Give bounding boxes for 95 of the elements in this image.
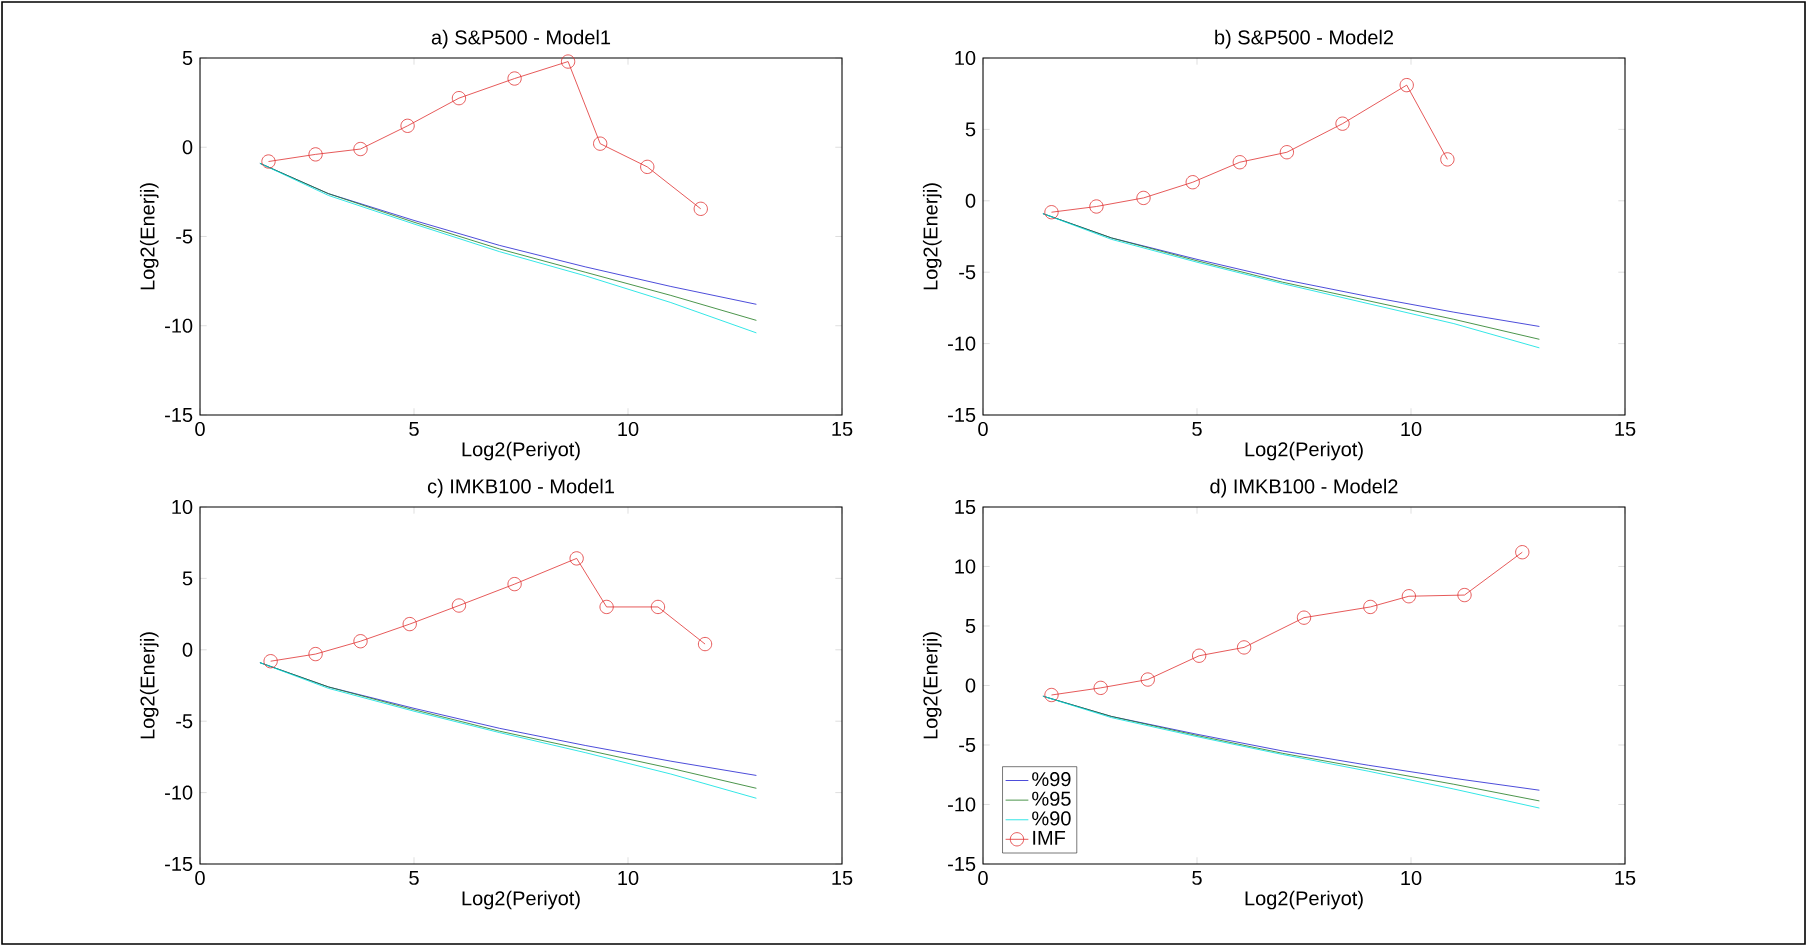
- chart-title: b) S&P500 - Model2: [1215, 29, 1394, 49]
- point: [1044, 205, 1059, 220]
- y-tick-label: -10: [948, 797, 976, 812]
- point: [353, 634, 368, 649]
- x-tick-label: 5: [409, 421, 419, 436]
- point: [650, 599, 666, 615]
- y-tick-label: 0: [182, 140, 193, 155]
- x-tick-label: 0: [195, 870, 205, 886]
- point: [1136, 190, 1151, 205]
- point: [569, 551, 584, 566]
- y-tick-label: -5: [176, 714, 193, 729]
- point: [353, 141, 368, 157]
- y-tick-label: 5: [182, 571, 193, 586]
- y-tick-label: -15: [948, 408, 976, 422]
- y-tick-label: 15: [955, 500, 976, 514]
- chart-title: c) IMKB100 - Model1: [427, 478, 614, 498]
- point: [507, 71, 522, 86]
- point: [1279, 145, 1294, 160]
- point: [1192, 648, 1207, 663]
- y-tick-label: -10: [165, 785, 193, 800]
- chart-title: d) IMKB100 - Model2: [1210, 478, 1398, 498]
- x-axis-title: Log2(Periyot): [1245, 890, 1363, 910]
- y-tick-label: -5: [959, 265, 976, 280]
- y-tick-label: 0: [965, 678, 976, 693]
- point: [1515, 545, 1530, 560]
- point: [1093, 680, 1108, 695]
- point: [1296, 610, 1312, 625]
- x-tick-label: 5: [1192, 421, 1202, 436]
- legend-label: IMF: [1033, 830, 1066, 845]
- x-tick-label: 15: [1615, 870, 1636, 885]
- x-tick-label: 10: [618, 421, 639, 437]
- y-tick-label: -5: [176, 229, 193, 244]
- point: [1457, 587, 1472, 603]
- point: [593, 136, 608, 151]
- point: [402, 617, 417, 632]
- legend-label: %99: [1032, 772, 1071, 787]
- x-axis-title: Log2(Periyot): [462, 890, 580, 910]
- point: [599, 599, 614, 615]
- point: [640, 159, 655, 174]
- point: [1440, 152, 1455, 167]
- x-tick-label: 5: [409, 870, 419, 885]
- x-axis-title: Log2(Periyot): [462, 441, 580, 461]
- legend-label: %95: [1032, 791, 1071, 806]
- point: [561, 54, 576, 69]
- x-tick-label: 0: [195, 421, 205, 437]
- point: [400, 118, 415, 133]
- x-tick-label: 0: [978, 870, 988, 886]
- chart-title: a) S&P500 - Model1: [431, 29, 611, 49]
- y-tick-label: -15: [948, 857, 976, 871]
- y-tick-label: 10: [955, 50, 976, 66]
- y-tick-label: -10: [948, 336, 976, 351]
- point: [697, 637, 713, 652]
- point: [507, 577, 522, 592]
- y-axis-title: Log2(Enerji): [922, 632, 942, 739]
- x-tick-label: 10: [1401, 421, 1422, 437]
- y-tick-label: -15: [165, 408, 193, 422]
- point: [1363, 599, 1378, 615]
- y-tick-label: -15: [165, 857, 193, 871]
- point: [308, 147, 323, 162]
- y-axis-title: Log2(Enerji): [139, 632, 159, 739]
- y-tick-label: 5: [965, 619, 976, 633]
- point: [308, 647, 323, 662]
- point: [1232, 155, 1247, 170]
- point: [1399, 78, 1414, 93]
- y-tick-label: 0: [182, 642, 193, 657]
- point: [693, 201, 708, 216]
- point: [263, 654, 278, 669]
- point: [1237, 640, 1252, 655]
- x-tick-label: 10: [1401, 870, 1422, 886]
- point: [1401, 589, 1416, 604]
- y-axis-title: Log2(Enerji): [139, 183, 159, 290]
- x-tick-label: 15: [832, 421, 853, 436]
- y-tick-label: 10: [172, 499, 193, 515]
- point: [1140, 672, 1155, 687]
- point: [261, 154, 276, 169]
- point: [451, 91, 467, 106]
- y-tick-label: -5: [959, 738, 976, 752]
- x-tick-label: 0: [978, 421, 988, 437]
- x-tick-label: 15: [1615, 421, 1636, 436]
- x-tick-label: 15: [832, 870, 853, 885]
- x-tick-label: 5: [1192, 870, 1202, 885]
- x-axis-title: Log2(Periyot): [1245, 441, 1363, 461]
- point: [1335, 116, 1350, 131]
- y-tick-label: -10: [165, 318, 193, 333]
- point: [1185, 175, 1200, 190]
- y-axis-title: Log2(Enerji): [922, 183, 942, 290]
- point: [451, 598, 467, 613]
- y-tick-label: 5: [965, 122, 976, 137]
- point: [1089, 199, 1104, 214]
- y-tick-label: 0: [965, 193, 976, 208]
- legend-label: %90: [1032, 811, 1071, 826]
- y-tick-label: 5: [182, 51, 193, 65]
- point: [1044, 687, 1059, 703]
- x-tick-label: 10: [618, 870, 639, 886]
- y-tick-label: 10: [955, 559, 976, 574]
